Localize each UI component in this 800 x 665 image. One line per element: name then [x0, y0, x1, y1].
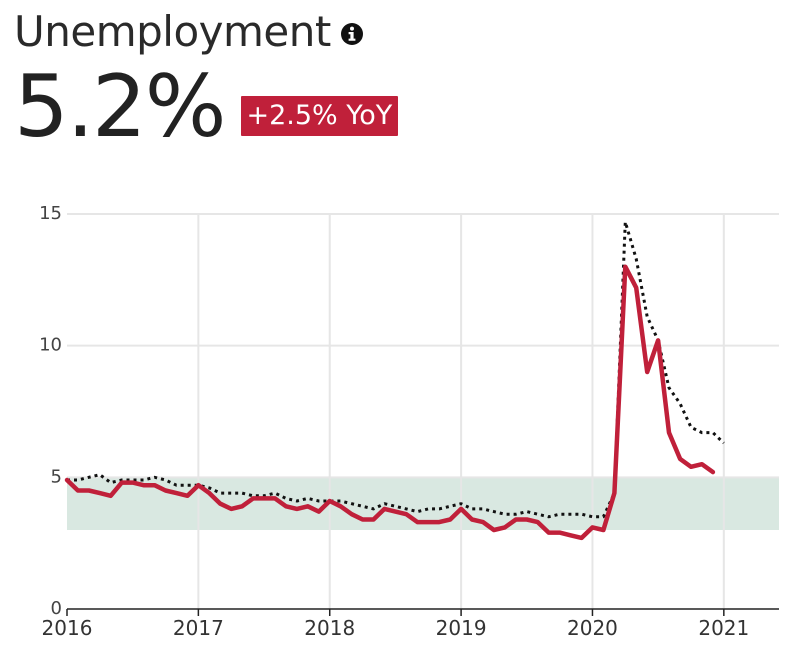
- info-icon[interactable]: [340, 23, 363, 45]
- x-tick-label: 2020: [567, 616, 618, 640]
- value-row: 5.2% +2.5% YoY: [14, 57, 399, 157]
- unemployment-line-chart: 0 5 10 15 2016 2017 2018 2019 2020 2021: [39, 203, 779, 640]
- comparison-series-line: [67, 220, 725, 519]
- y-tick-label: 0: [51, 598, 62, 619]
- x-tick-label: 2019: [436, 616, 487, 640]
- current-value: 5.2%: [14, 57, 226, 157]
- y-tick-label: 15: [39, 203, 62, 224]
- x-tick-label: 2021: [698, 616, 749, 640]
- yoy-change-badge: +2.5% YoY: [240, 96, 399, 136]
- x-tick-label: 2017: [173, 616, 224, 640]
- x-tick-label: 2018: [304, 616, 355, 640]
- unemployment-series-line: [64, 264, 716, 541]
- x-tick-label: 2016: [42, 616, 93, 640]
- title-row: Unemployment: [14, 6, 363, 56]
- y-tick-label: 5: [51, 466, 62, 487]
- y-tick-label: 10: [39, 335, 62, 356]
- page-title: Unemployment: [14, 6, 331, 56]
